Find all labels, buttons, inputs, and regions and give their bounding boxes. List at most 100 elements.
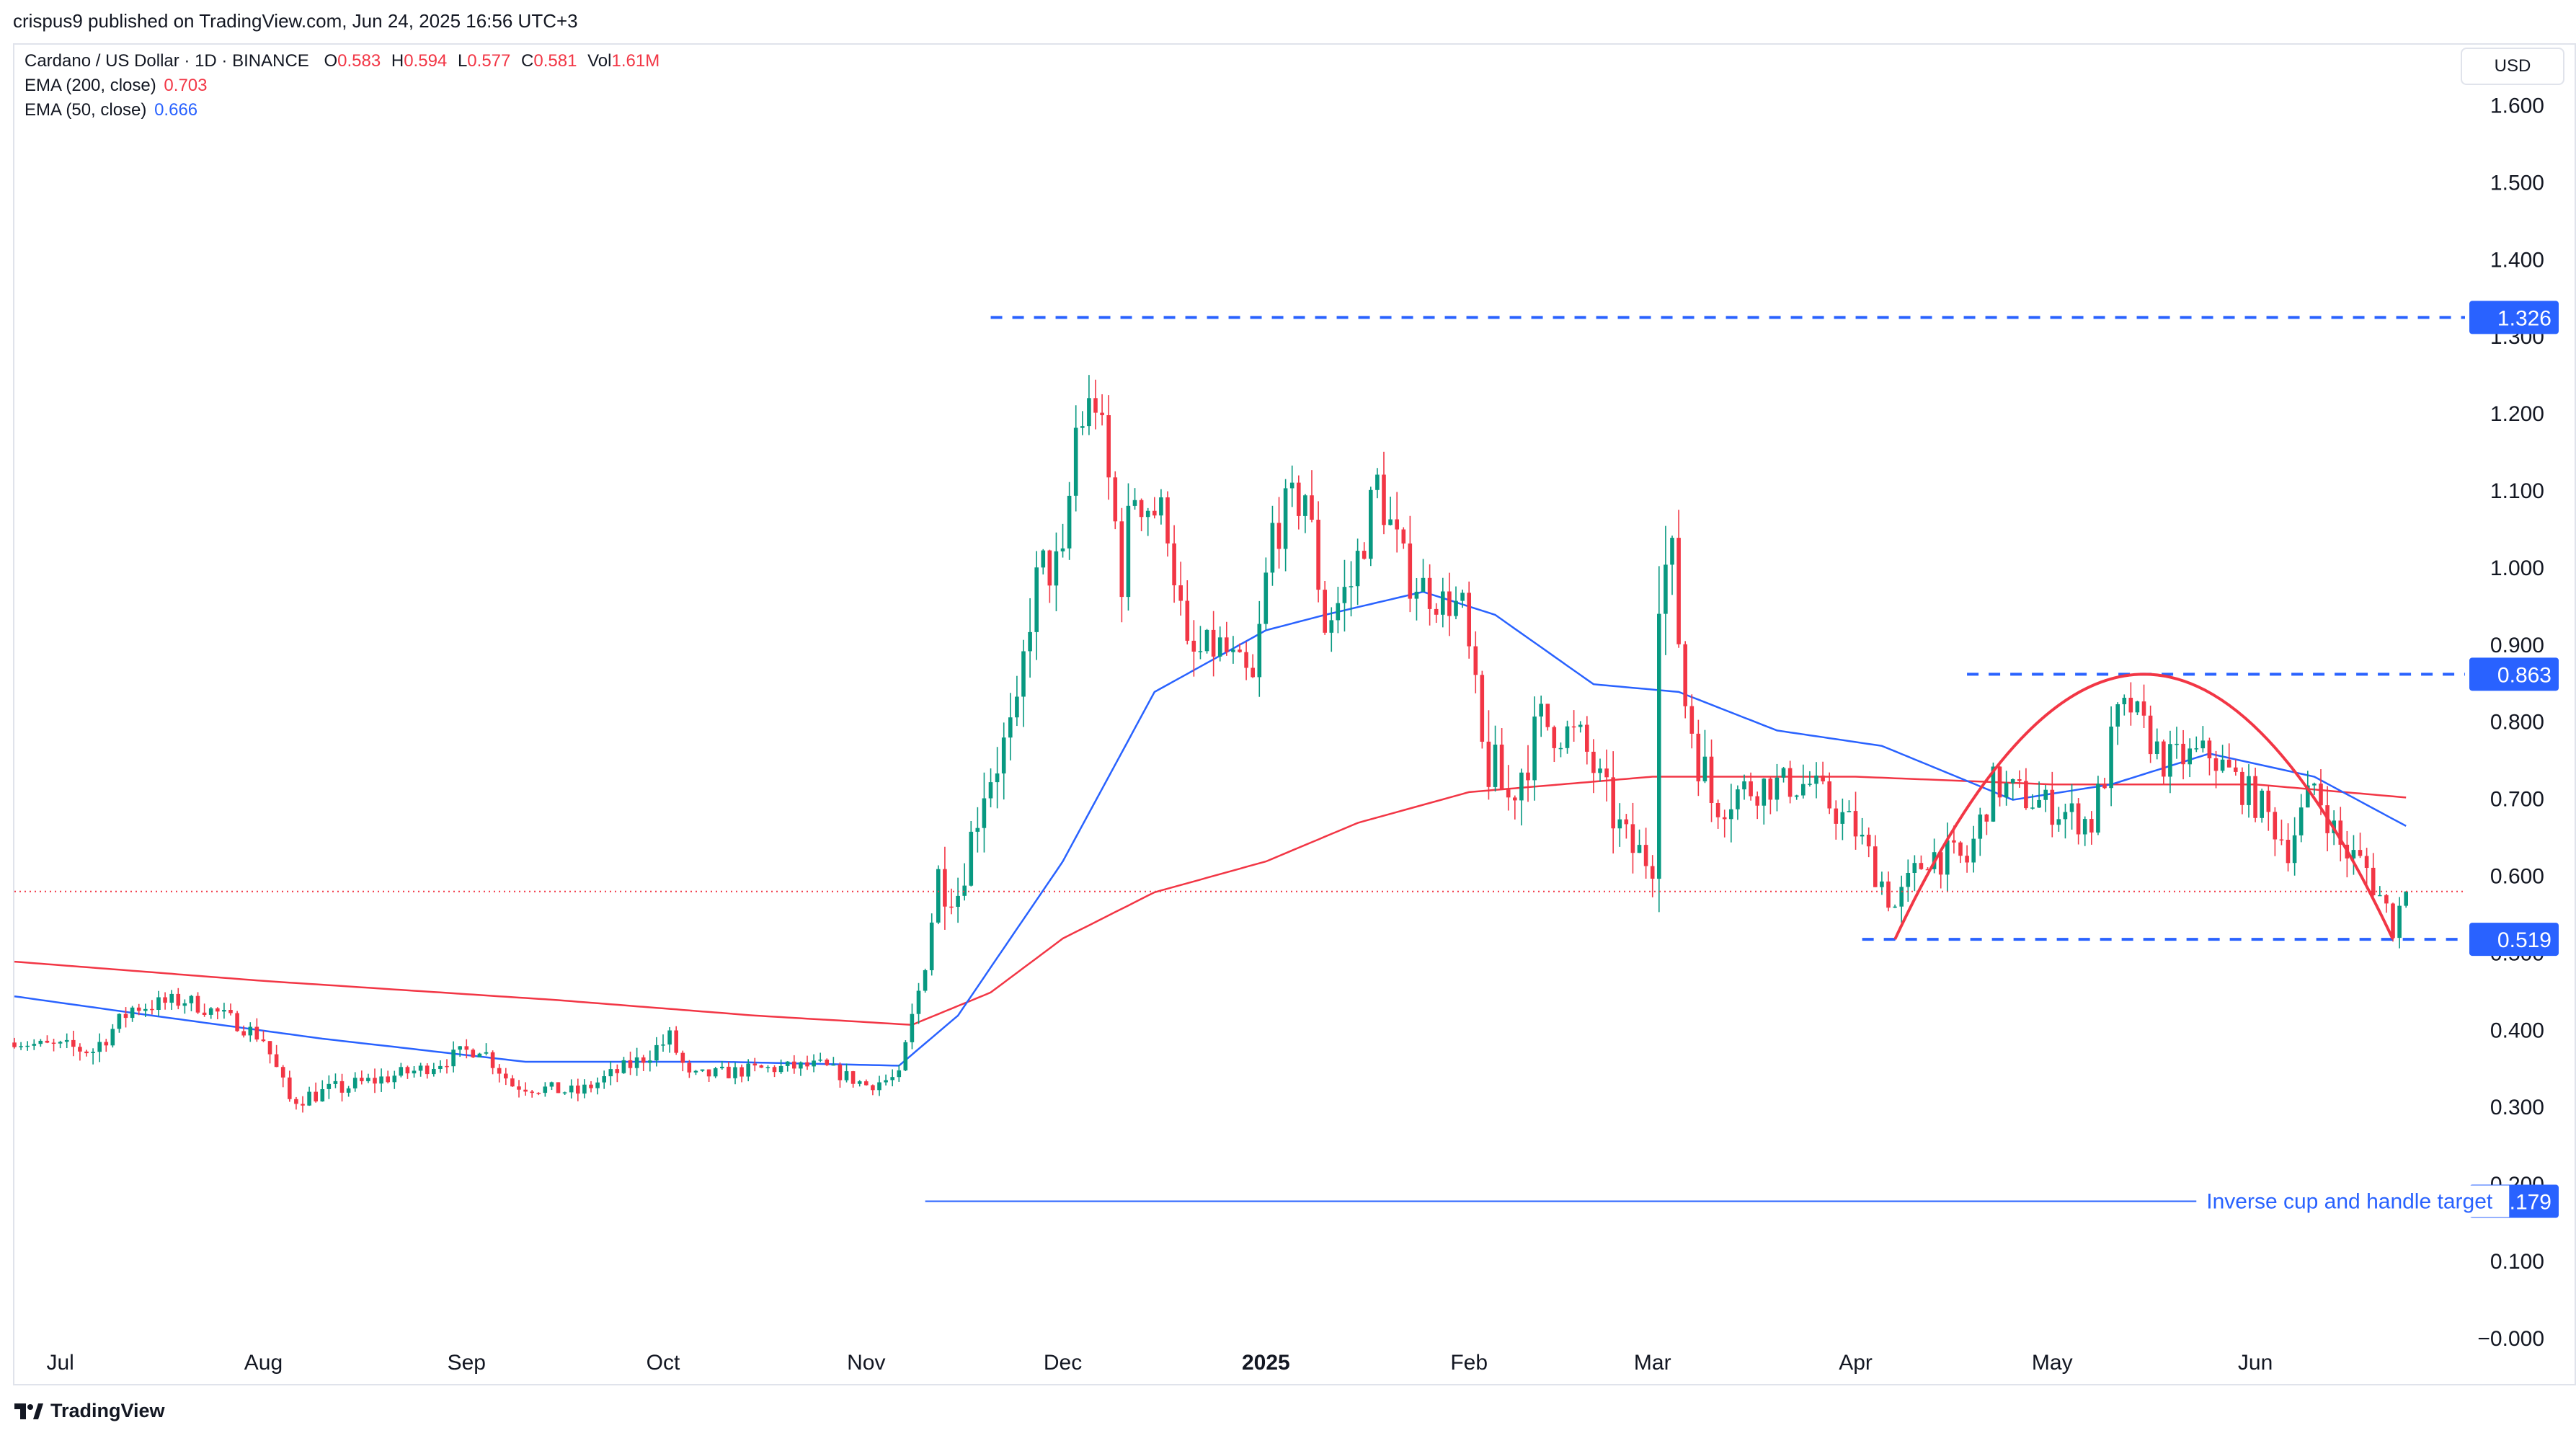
- candle-body: [1945, 840, 1950, 875]
- candle-body: [327, 1083, 332, 1089]
- candle-body: [608, 1069, 613, 1077]
- high-label: H: [391, 51, 404, 71]
- candle-body: [1467, 593, 1471, 647]
- candle-body: [2404, 891, 2408, 906]
- candle-body: [379, 1076, 383, 1084]
- candle-body: [254, 1026, 259, 1040]
- candle-body: [864, 1081, 869, 1086]
- candle-body: [484, 1052, 489, 1054]
- candle-body: [1270, 523, 1275, 573]
- candle-body: [104, 1042, 109, 1046]
- y-tick-label: 1.100: [2490, 479, 2544, 503]
- candle-body: [1664, 564, 1668, 614]
- candle-body: [228, 1010, 233, 1013]
- level-annotation: Inverse cup and handle target: [2206, 1190, 2493, 1214]
- candle-body: [1145, 510, 1150, 518]
- candle-body: [988, 782, 993, 799]
- candle-body: [339, 1081, 345, 1093]
- candle-body: [1696, 733, 1701, 781]
- ema50-row[interactable]: EMA (50, close) 0.666: [25, 98, 659, 123]
- candle-body: [700, 1069, 705, 1071]
- candle-body: [445, 1065, 449, 1068]
- candle-body: [84, 1051, 89, 1054]
- candle-body: [19, 1046, 23, 1047]
- ema200-label: EMA (200, close): [25, 76, 156, 95]
- candle-body: [2240, 771, 2244, 805]
- candle-body: [110, 1029, 115, 1046]
- candle-body: [1814, 775, 1818, 784]
- candle-body: [1395, 519, 1399, 530]
- candle-body: [2213, 758, 2219, 771]
- x-tick-label: Nov: [847, 1351, 885, 1375]
- candle-body: [1067, 495, 1072, 549]
- candle-body: [805, 1062, 809, 1067]
- candle-body: [202, 1012, 207, 1015]
- candle-body: [949, 906, 954, 908]
- candle-body: [1336, 603, 1341, 621]
- candle-body: [2371, 867, 2376, 895]
- candle-body: [497, 1068, 502, 1074]
- candle-body: [1565, 726, 1570, 748]
- candle-body: [1355, 551, 1360, 587]
- candle-body: [916, 990, 921, 1014]
- candle-body: [1263, 572, 1269, 624]
- currency-button[interactable]: USD: [2461, 48, 2564, 85]
- candle-body: [720, 1066, 724, 1068]
- open-value: 0.583: [337, 51, 381, 71]
- y-tick-label: 0.900: [2490, 634, 2544, 657]
- candle-body: [687, 1062, 692, 1073]
- candle-body: [1978, 815, 1983, 839]
- candle-body: [530, 1091, 534, 1093]
- candle-body: [1702, 756, 1707, 781]
- candle-body: [360, 1078, 364, 1081]
- x-tick-label: May: [2032, 1351, 2073, 1375]
- candle-body: [1073, 427, 1078, 496]
- candle-body: [2286, 840, 2291, 864]
- candle-body: [1080, 426, 1085, 428]
- candle-body: [2299, 807, 2304, 835]
- candle-body: [1185, 600, 1190, 641]
- candle-body: [2279, 839, 2284, 840]
- level-annotation-bg: [2199, 1185, 2510, 1217]
- candle-body: [2102, 784, 2107, 789]
- symbol-name[interactable]: Cardano / US Dollar · 1D · BINANCE: [25, 51, 309, 71]
- level-tag: [2469, 923, 2559, 957]
- candle-body: [1106, 415, 1111, 478]
- candle-body: [1434, 608, 1439, 615]
- candle-body: [1834, 808, 1839, 824]
- candle-body: [595, 1082, 600, 1088]
- candle-body: [1938, 852, 1943, 875]
- candle-body: [1827, 781, 1831, 809]
- candle-body: [373, 1078, 377, 1084]
- candle-body: [2358, 850, 2363, 856]
- candle-body: [169, 993, 174, 1003]
- candle-body: [740, 1067, 744, 1077]
- candle-body: [1119, 521, 1124, 598]
- candle-body: [2017, 779, 2022, 781]
- candle-body: [589, 1084, 593, 1088]
- candle-body: [1736, 789, 1740, 809]
- ema200-row[interactable]: EMA (200, close) 0.703: [25, 74, 659, 98]
- candle-body: [2266, 790, 2271, 812]
- candle-body: [2141, 701, 2146, 716]
- candle-body: [1054, 551, 1059, 586]
- candle-body: [2234, 767, 2238, 772]
- candle-body: [621, 1060, 626, 1073]
- candle-body: [1762, 778, 1767, 806]
- candle-body: [562, 1092, 567, 1093]
- symbol-ohlc-row: Cardano / US Dollar · 1D · BINANCE O0.58…: [25, 49, 659, 74]
- candle-body: [1414, 591, 1419, 599]
- candle-body: [1880, 881, 1884, 887]
- candle-body: [778, 1065, 783, 1073]
- candle-body: [123, 1013, 128, 1019]
- candle-body: [405, 1067, 410, 1074]
- candle-body: [71, 1039, 76, 1047]
- low-label: L: [457, 51, 468, 71]
- tradingview-logo[interactable]: TradingView: [14, 1400, 165, 1422]
- candle-body: [2292, 835, 2297, 864]
- candle-body: [1853, 811, 1858, 837]
- candle-body: [314, 1091, 318, 1101]
- candle-body: [1178, 585, 1183, 601]
- candle-body: [759, 1065, 764, 1068]
